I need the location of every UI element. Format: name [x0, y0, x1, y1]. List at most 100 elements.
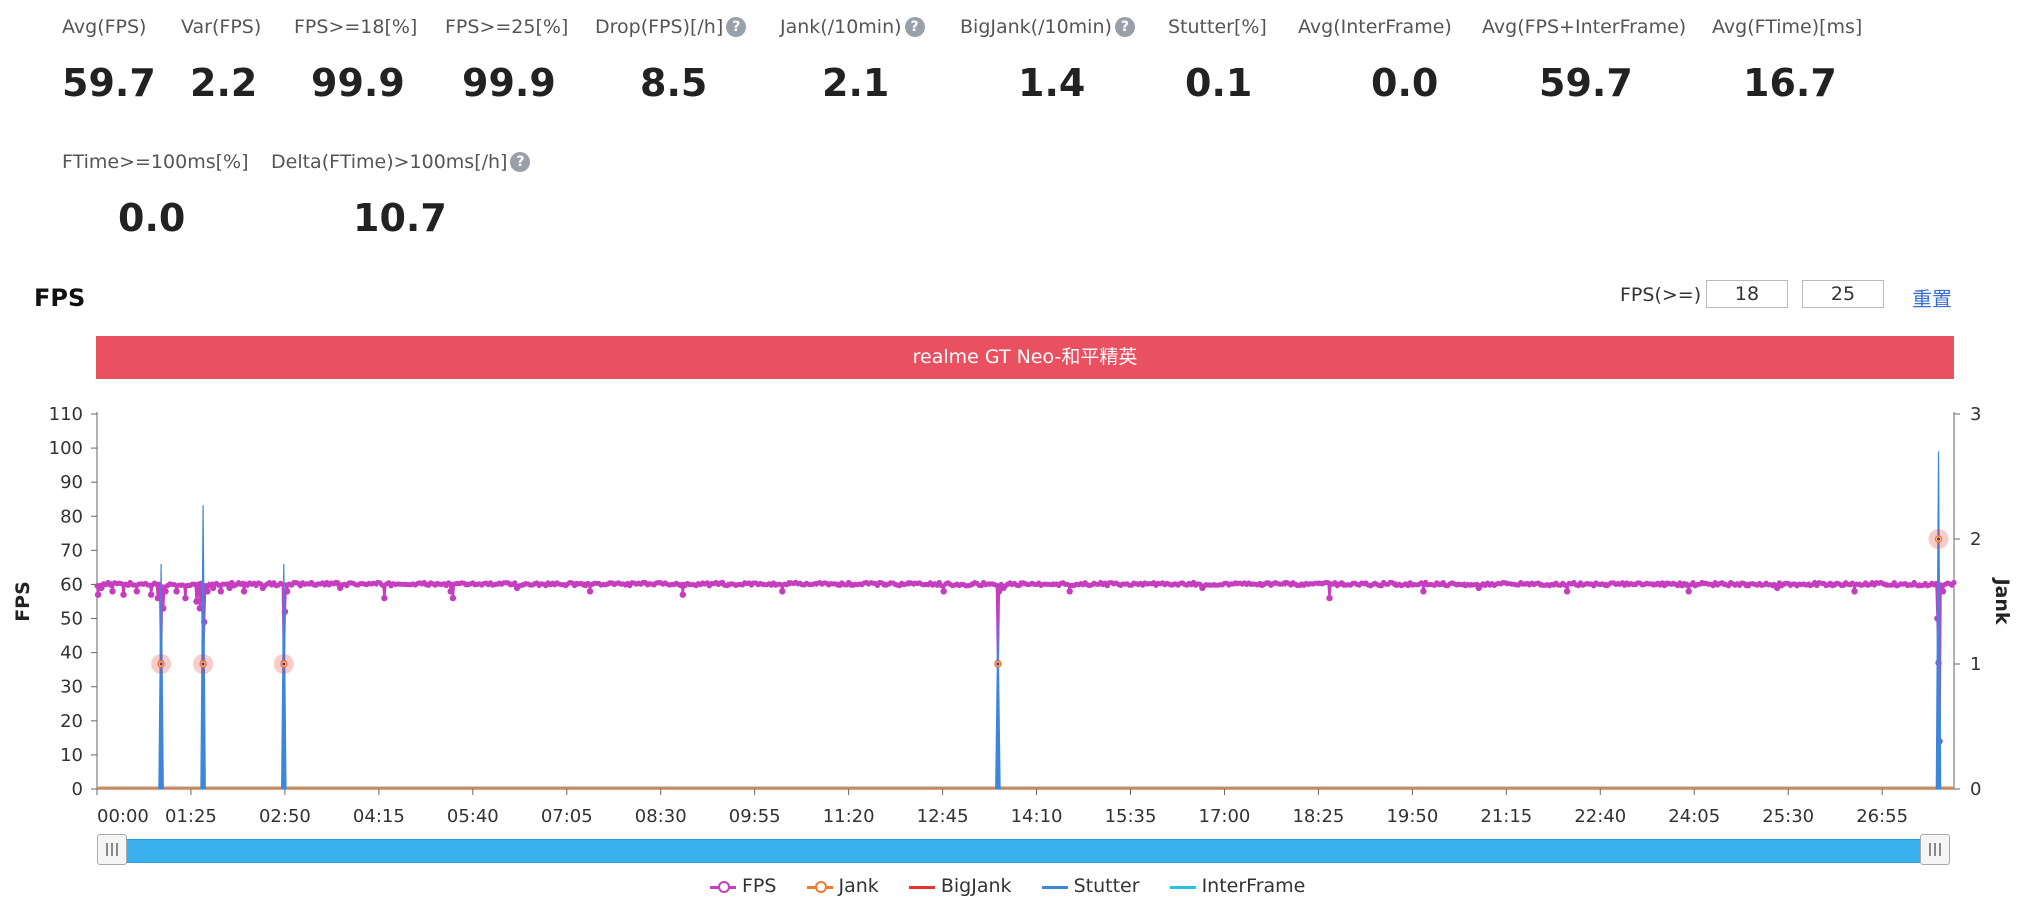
y-tick-label: 90: [60, 472, 83, 493]
fps-dip-point: [109, 588, 116, 595]
y-tick-label: 80: [60, 506, 83, 527]
fps-point: [107, 582, 113, 588]
help-icon[interactable]: ?: [510, 152, 531, 172]
legend-swatch-icon: [1169, 882, 1196, 892]
x-tick-label: 07:05: [541, 806, 593, 827]
metric-label: Avg(FPS+InterFrame): [1482, 16, 1687, 38]
metric-value: 59.7: [1539, 61, 1633, 105]
metric-value: 2.2: [190, 61, 258, 105]
fps-dip-point: [1939, 588, 1947, 595]
jank-point-core: [201, 662, 205, 666]
zoom-slider-track[interactable]: [100, 839, 1936, 863]
fps-dip-point: [133, 588, 140, 595]
x-tick-label: 26:55: [1856, 806, 1908, 827]
chart-legend: FPS Jank BigJank Stutter InterFrame: [710, 875, 1329, 899]
metric-label: Avg(FPS): [62, 16, 147, 38]
fps-point: [191, 581, 197, 587]
legend-item-interframe[interactable]: InterFrame: [1169, 875, 1306, 897]
fps-dip-point: [1563, 588, 1571, 595]
x-tick-label: 17:00: [1199, 806, 1251, 827]
fps-min-input[interactable]: [1706, 280, 1788, 308]
fps-dip-point: [281, 608, 289, 615]
legend-label: BigJank: [940, 875, 1012, 897]
fps-dip-point: [162, 588, 169, 595]
metric-value: 1.4: [1018, 61, 1086, 105]
fps-point: [180, 582, 186, 588]
legend-item-jank[interactable]: Jank: [806, 875, 879, 897]
fps-dip-point: [1475, 584, 1482, 592]
stutter-spike: [280, 563, 287, 790]
metric-value: 0.1: [1185, 61, 1253, 105]
stutter-spike: [158, 563, 164, 790]
y-tick-label: 20: [60, 711, 83, 732]
metric-label: BigJank(/10min)?: [960, 16, 1135, 38]
fps-dip-point: [204, 588, 211, 595]
fps-dip-point: [193, 598, 200, 605]
fps-dip-point: [98, 584, 105, 592]
fps-dip-point: [154, 594, 161, 602]
metric-label: FPS>=25[%]: [445, 16, 569, 38]
metric-label: Drop(FPS)[/h]?: [595, 16, 747, 38]
legend-label: Stutter: [1073, 875, 1140, 897]
legend-label: FPS: [742, 875, 777, 897]
metric-label: Delta(FTime)>100ms[/h]?: [271, 151, 531, 173]
fps-dip-point: [217, 588, 224, 595]
x-tick-label: 25:30: [1762, 806, 1814, 827]
fps-dip-point: [240, 588, 248, 595]
fps-point: [678, 583, 684, 589]
fps-dip-point: [1000, 584, 1007, 592]
zoom-slider-left-handle[interactable]: [97, 834, 127, 865]
metric-label: Avg(InterFrame): [1298, 16, 1452, 38]
legend-item-bigjank[interactable]: BigJank: [908, 875, 1012, 897]
legend-swatch-icon: [908, 882, 935, 892]
fps-point: [938, 583, 945, 589]
fps-point: [379, 582, 385, 588]
fps-dip-point: [148, 591, 155, 598]
y2-tick-label: 3: [1970, 404, 1981, 425]
legend-label: InterFrame: [1201, 875, 1306, 897]
x-tick-label: 18:25: [1292, 806, 1344, 827]
stutter-spike: [995, 620, 1001, 790]
metric-label: Stutter[%]: [1168, 16, 1267, 38]
fps-dip-point: [120, 591, 127, 598]
y2-tick-label: 0: [1970, 779, 1981, 800]
fps-dip-point: [94, 591, 102, 598]
fps-dip-point: [182, 594, 189, 602]
zoom-slider-right-handle[interactable]: [1920, 834, 1950, 865]
fps-dip-point: [513, 584, 521, 592]
help-icon[interactable]: ?: [726, 17, 747, 37]
fps-dip-point: [1420, 588, 1427, 595]
legend-swatch-icon: [806, 880, 833, 893]
fps-dip-point: [447, 588, 454, 595]
metric-value: 8.5: [640, 61, 708, 105]
reset-button[interactable]: 重置: [1912, 287, 1952, 311]
metric-value: 0.0: [1371, 61, 1439, 105]
fps-dip-point: [1066, 588, 1073, 595]
x-tick-label: 15:35: [1105, 806, 1157, 827]
x-tick-label: 24:05: [1668, 806, 1720, 827]
metric-value: 59.7: [62, 61, 156, 105]
jank-point-core: [159, 662, 163, 666]
help-icon[interactable]: ?: [1114, 17, 1135, 37]
y-tick-label: 60: [60, 574, 83, 595]
fps-point: [335, 580, 341, 586]
fps-point: [1951, 579, 1957, 586]
legend-item-fps[interactable]: FPS: [710, 875, 776, 897]
legend-item-stutter[interactable]: Stutter: [1041, 875, 1140, 897]
fps-filter-label: FPS(>=): [1620, 284, 1702, 306]
fps-dip-point: [1685, 588, 1692, 595]
fps-dip-point: [226, 584, 233, 592]
x-tick-label: 12:45: [917, 806, 969, 827]
fps-max-input[interactable]: [1802, 280, 1884, 308]
fps-dip-point: [196, 605, 203, 612]
x-tick-label: 00:00: [97, 806, 149, 827]
fps-point: [994, 582, 1000, 589]
fps-dip-point: [1851, 588, 1858, 595]
y2-axis-title: Jank: [1991, 576, 2013, 624]
metric-label: Var(FPS): [181, 16, 262, 38]
fps-dip-point: [940, 588, 947, 595]
help-icon[interactable]: ?: [904, 17, 925, 37]
fps-point: [216, 582, 222, 588]
jank-point-core: [996, 662, 1000, 666]
